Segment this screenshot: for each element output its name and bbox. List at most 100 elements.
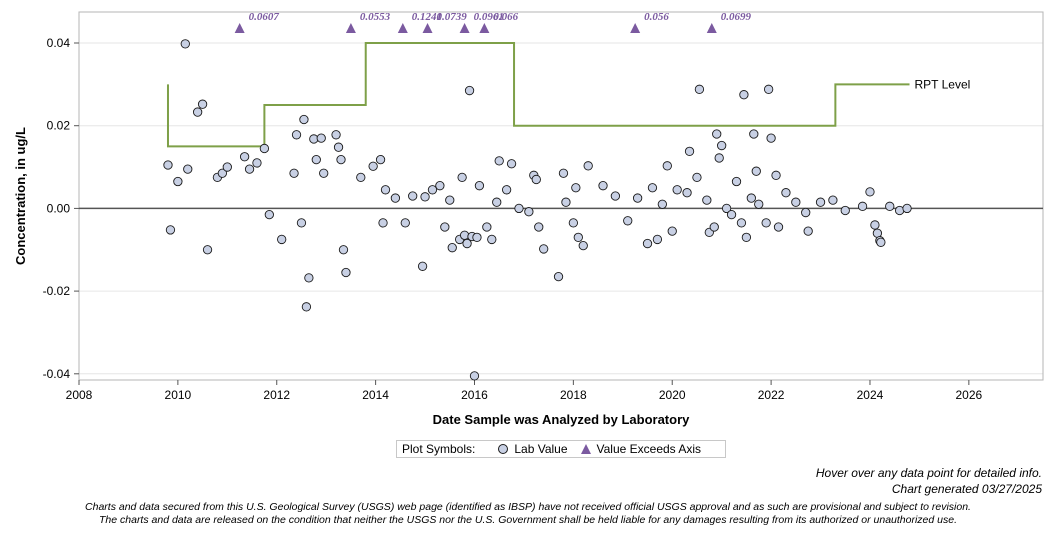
lab-value-point[interactable] xyxy=(183,164,193,174)
lab-value-point[interactable] xyxy=(632,193,643,203)
lab-value-point[interactable] xyxy=(289,168,299,178)
lab-value-point[interactable] xyxy=(311,154,321,165)
lab-value-point[interactable] xyxy=(534,222,544,232)
lab-value-point[interactable] xyxy=(682,188,692,198)
lab-value-point[interactable] xyxy=(338,245,349,255)
lab-value-point[interactable] xyxy=(717,140,727,151)
lab-value-point[interactable] xyxy=(652,234,663,245)
lab-value-point[interactable] xyxy=(400,218,410,228)
lab-value-point[interactable] xyxy=(746,193,756,203)
exceeds-axis-marker[interactable] xyxy=(234,23,245,33)
lab-value-point[interactable] xyxy=(815,197,826,207)
lab-value-point[interactable] xyxy=(192,107,203,117)
lab-value-point[interactable] xyxy=(341,267,351,278)
lab-value-point[interactable] xyxy=(239,152,250,162)
lab-value-point[interactable] xyxy=(378,218,388,228)
lab-value-point[interactable] xyxy=(751,166,761,176)
lab-value-point[interactable] xyxy=(672,185,682,195)
lab-value-point[interactable] xyxy=(252,158,262,168)
lab-value-point[interactable] xyxy=(163,160,173,170)
lab-value-point[interactable] xyxy=(445,195,455,205)
lab-value-point[interactable] xyxy=(390,193,401,203)
lab-value-point[interactable] xyxy=(694,84,705,94)
lab-value-point[interactable] xyxy=(440,222,450,232)
lab-value-point[interactable] xyxy=(217,168,228,178)
lab-value-point[interactable] xyxy=(803,226,813,236)
lab-value-point[interactable] xyxy=(558,168,569,178)
lab-value-point[interactable] xyxy=(487,234,497,245)
lab-value-point[interactable] xyxy=(561,197,571,207)
exceeds-axis-marker[interactable] xyxy=(479,23,490,33)
lab-value-point[interactable] xyxy=(840,205,850,216)
lab-value-point[interactable] xyxy=(870,220,880,230)
lab-value-point[interactable] xyxy=(714,153,724,163)
lab-value-point[interactable] xyxy=(447,243,457,253)
lab-value-point[interactable] xyxy=(319,168,329,178)
exceeds-axis-marker[interactable] xyxy=(706,23,717,33)
lab-value-point[interactable] xyxy=(865,187,875,197)
lab-value-point[interactable] xyxy=(553,271,564,282)
lab-value-point[interactable] xyxy=(492,197,502,207)
lab-value-point[interactable] xyxy=(667,226,677,236)
lab-value-point[interactable] xyxy=(474,181,485,191)
lab-value-point[interactable] xyxy=(642,238,653,249)
lab-value-point[interactable] xyxy=(472,232,482,242)
lab-value-point[interactable] xyxy=(524,207,534,217)
lab-value-point[interactable] xyxy=(662,161,672,171)
lab-value-point[interactable] xyxy=(494,156,504,166)
lab-value-point[interactable] xyxy=(202,245,213,255)
lab-value-point[interactable] xyxy=(244,164,255,174)
lab-value-point[interactable] xyxy=(464,85,475,96)
lab-value-point[interactable] xyxy=(264,209,274,220)
lab-value-point[interactable] xyxy=(277,234,287,245)
lab-value-point[interactable] xyxy=(761,218,771,228)
lab-value-point[interactable] xyxy=(417,261,428,271)
lab-value-point[interactable] xyxy=(885,201,895,211)
lab-value-point[interactable] xyxy=(771,170,781,180)
lab-value-point[interactable] xyxy=(573,232,583,242)
lab-value-point[interactable] xyxy=(197,99,208,109)
lab-value-point[interactable] xyxy=(754,199,764,209)
lab-value-point[interactable] xyxy=(173,176,183,187)
lab-value-point[interactable] xyxy=(316,133,326,143)
lab-value-point[interactable] xyxy=(427,185,438,195)
lab-value-point[interactable] xyxy=(356,172,366,183)
lab-value-point[interactable] xyxy=(828,195,838,205)
lab-value-point[interactable] xyxy=(571,183,581,193)
lab-value-point[interactable] xyxy=(501,185,512,195)
lab-value-point[interactable] xyxy=(857,201,868,211)
exceeds-axis-marker[interactable] xyxy=(630,23,641,33)
lab-value-point[interactable] xyxy=(457,172,467,183)
lab-value-point[interactable] xyxy=(721,203,732,214)
lab-value-point[interactable] xyxy=(222,162,232,172)
lab-value-point[interactable] xyxy=(291,130,302,140)
lab-value-point[interactable] xyxy=(333,142,344,152)
lab-value-point[interactable] xyxy=(462,238,472,249)
lab-value-point[interactable] xyxy=(709,222,719,232)
lab-value-point[interactable] xyxy=(766,133,776,143)
lab-value-point[interactable] xyxy=(598,181,608,191)
lab-value-point[interactable] xyxy=(739,90,749,100)
lab-value-point[interactable] xyxy=(791,197,801,207)
lab-value-point[interactable] xyxy=(331,130,341,140)
lab-value-point[interactable] xyxy=(408,191,418,201)
lab-value-point[interactable] xyxy=(712,129,722,139)
lab-value-point[interactable] xyxy=(482,222,492,232)
lab-value-point[interactable] xyxy=(657,199,667,209)
lab-value-point[interactable] xyxy=(304,273,314,283)
lab-value-point[interactable] xyxy=(531,174,541,185)
lab-value-point[interactable] xyxy=(702,195,712,205)
lab-value-point[interactable] xyxy=(692,172,702,183)
lab-value-point[interactable] xyxy=(876,237,886,247)
lab-value-point[interactable] xyxy=(568,218,579,228)
lab-value-point[interactable] xyxy=(299,114,309,125)
lab-value-point[interactable] xyxy=(726,209,737,220)
lab-value-point[interactable] xyxy=(583,161,593,171)
lab-value-point[interactable] xyxy=(165,225,176,235)
lab-value-point[interactable] xyxy=(259,143,270,154)
lab-value-point[interactable] xyxy=(336,154,346,165)
lab-value-point[interactable] xyxy=(781,188,791,198)
lab-value-point[interactable] xyxy=(514,203,524,214)
lab-value-point[interactable] xyxy=(749,129,759,139)
